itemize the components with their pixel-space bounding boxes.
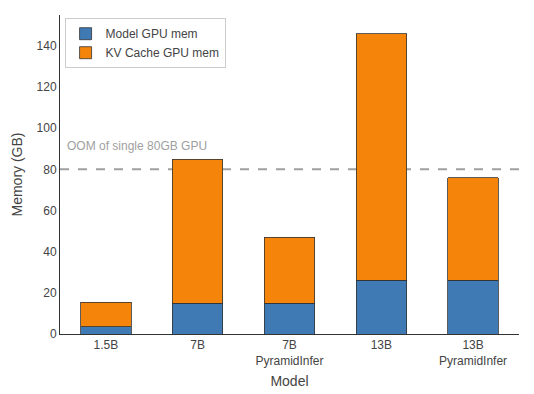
svg-text:7B: 7B xyxy=(190,338,205,352)
svg-text:120: 120 xyxy=(37,80,57,94)
svg-text:KV Cache GPU mem: KV Cache GPU mem xyxy=(106,46,219,60)
svg-text:OOM of single 80GB GPU: OOM of single 80GB GPU xyxy=(67,139,207,153)
svg-text:7BPyramidInfer: 7BPyramidInfer xyxy=(255,338,323,368)
svg-text:60: 60 xyxy=(43,204,57,218)
svg-text:Model: Model xyxy=(270,373,308,389)
svg-text:40: 40 xyxy=(43,245,57,259)
svg-text:Model GPU mem: Model GPU mem xyxy=(106,27,198,41)
svg-text:100: 100 xyxy=(37,121,57,135)
svg-text:1.5B: 1.5B xyxy=(94,338,119,352)
svg-text:Memory (GB): Memory (GB) xyxy=(9,133,25,217)
svg-text:140: 140 xyxy=(37,39,57,53)
svg-text:80: 80 xyxy=(43,163,57,177)
svg-text:13B: 13B xyxy=(371,338,392,352)
svg-text:20: 20 xyxy=(43,286,57,300)
svg-text:13BPyramidInfer: 13BPyramidInfer xyxy=(439,338,507,368)
svg-text:0: 0 xyxy=(50,327,57,341)
